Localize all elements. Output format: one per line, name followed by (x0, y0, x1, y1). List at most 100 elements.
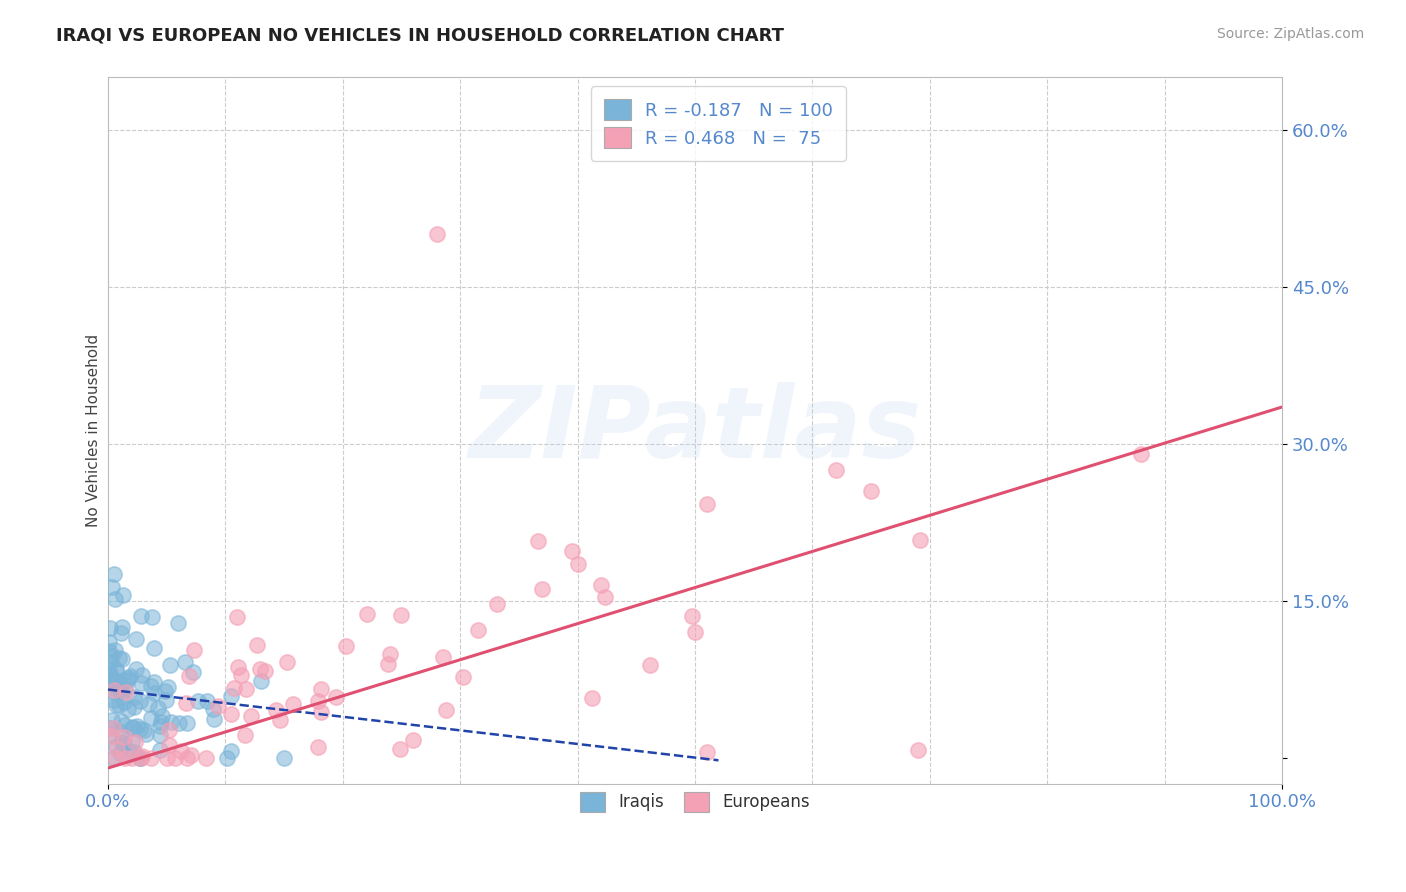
Point (120, 669, 142, 683)
Point (105, 662, 128, 676)
Point (593, 591, 616, 605)
Point (195, 694, 218, 708)
Point (276, 655, 298, 669)
Point (103, 673, 125, 687)
Point (111, 652, 134, 666)
Point (157, 738, 180, 752)
Point (129, 722, 152, 736)
Point (103, 721, 125, 735)
Point (100, 580, 122, 594)
Point (824, 463, 846, 477)
Point (165, 750, 187, 764)
Point (467, 623, 489, 637)
Point (117, 672, 139, 686)
Point (434, 703, 457, 717)
Point (222, 681, 245, 695)
Point (696, 745, 718, 759)
Point (860, 483, 883, 498)
Point (103, 750, 125, 764)
Point (110, 714, 132, 728)
Point (226, 659, 249, 673)
Point (907, 743, 929, 757)
Point (201, 702, 224, 716)
Text: ZIPatlas: ZIPatlas (468, 382, 921, 479)
Point (160, 714, 183, 729)
Point (195, 750, 218, 764)
Point (219, 744, 242, 758)
Point (103, 692, 125, 706)
Point (112, 588, 135, 602)
Point (141, 710, 163, 724)
Point (149, 719, 172, 733)
Point (111, 620, 134, 634)
Y-axis label: No Vehicles in Household: No Vehicles in Household (86, 334, 101, 527)
Point (98, 672, 121, 686)
Point (176, 750, 198, 764)
Point (156, 750, 179, 764)
Point (118, 745, 141, 759)
Point (117, 673, 139, 688)
Point (128, 694, 150, 708)
Point (138, 697, 160, 711)
Point (908, 533, 931, 548)
Point (103, 567, 125, 582)
Point (683, 625, 706, 640)
Point (432, 650, 454, 665)
Point (153, 684, 176, 698)
Point (173, 655, 195, 669)
Point (125, 719, 148, 733)
Point (589, 578, 612, 592)
Point (129, 608, 152, 623)
Point (129, 750, 152, 764)
Point (581, 690, 603, 705)
Point (219, 707, 242, 722)
Point (240, 709, 263, 723)
Point (122, 720, 145, 734)
Point (98, 721, 121, 735)
Point (100, 672, 122, 686)
Point (98, 665, 121, 680)
Point (309, 705, 332, 719)
Point (112, 730, 135, 744)
Point (221, 689, 243, 703)
Text: IRAQI VS EUROPEAN NO VEHICLES IN HOUSEHOLD CORRELATION CHART: IRAQI VS EUROPEAN NO VEHICLES IN HOUSEHO… (56, 27, 785, 45)
Point (207, 698, 229, 713)
Point (389, 608, 412, 623)
Point (110, 626, 132, 640)
Point (100, 673, 122, 688)
Point (307, 739, 329, 754)
Point (187, 694, 209, 708)
Point (108, 698, 131, 712)
Point (183, 642, 205, 657)
Point (426, 227, 449, 242)
Point (135, 727, 157, 741)
Point (378, 647, 401, 661)
Point (567, 557, 589, 571)
Point (167, 615, 190, 630)
Point (388, 741, 411, 756)
Point (124, 735, 146, 749)
Point (561, 544, 583, 558)
Point (264, 703, 287, 717)
Point (530, 582, 553, 596)
Point (112, 695, 135, 709)
Point (335, 640, 357, 654)
Point (143, 675, 166, 690)
Point (100, 727, 122, 741)
Point (114, 750, 136, 764)
Point (167, 715, 190, 730)
Point (131, 675, 153, 690)
Point (100, 729, 122, 743)
Point (176, 696, 198, 710)
Point (141, 610, 163, 624)
Point (356, 607, 378, 621)
Point (273, 750, 295, 764)
Point (269, 714, 291, 728)
Point (110, 682, 132, 697)
Point (155, 693, 177, 707)
Point (638, 658, 661, 673)
Point (176, 716, 198, 731)
Point (231, 668, 253, 682)
Point (98, 656, 121, 670)
Point (307, 694, 329, 708)
